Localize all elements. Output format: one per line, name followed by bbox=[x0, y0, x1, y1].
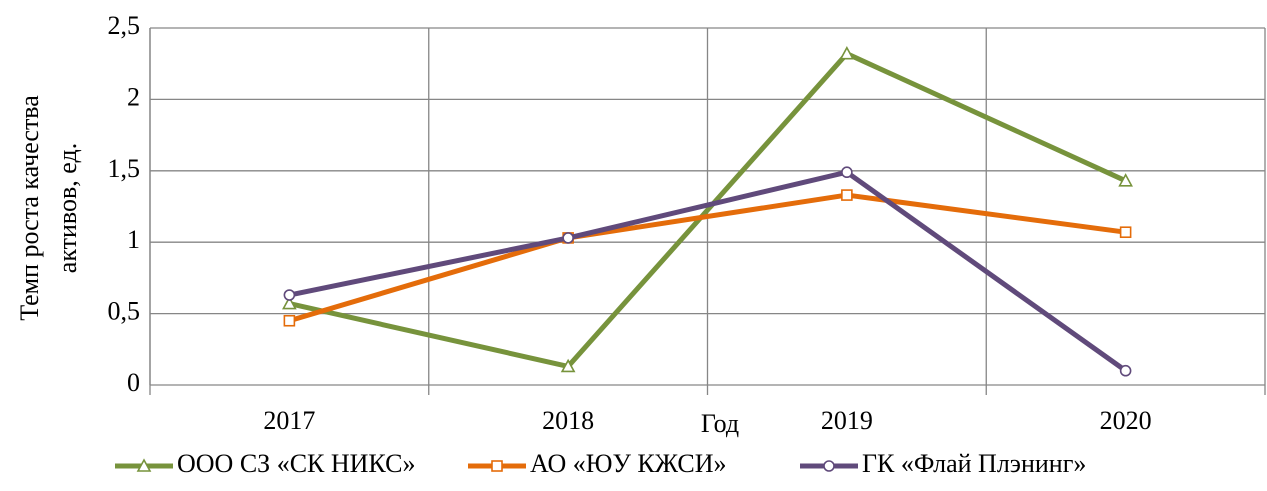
y-tick-label: 0 bbox=[127, 368, 140, 397]
y-tick-label: 1,5 bbox=[108, 154, 141, 183]
legend-label: ООО СЗ «СК НИКС» bbox=[177, 449, 415, 478]
x-tick-label: 2017 bbox=[263, 406, 315, 435]
marker bbox=[839, 46, 855, 60]
marker bbox=[1119, 364, 1132, 377]
marker bbox=[562, 232, 574, 244]
y-axis-label: Темп роста качества bbox=[15, 95, 44, 321]
marker bbox=[1119, 226, 1132, 239]
x-axis-label: Год bbox=[701, 409, 739, 438]
series-line bbox=[288, 192, 1126, 324]
y-axis-label: активов, ед. bbox=[53, 143, 82, 273]
marker bbox=[491, 460, 503, 472]
x-tick-label: 2020 bbox=[1100, 406, 1152, 435]
marker bbox=[283, 314, 296, 327]
marker bbox=[136, 458, 152, 472]
marker bbox=[1118, 173, 1133, 187]
legend-label: АО «ЮУ КЖСИ» bbox=[530, 449, 727, 478]
series-line bbox=[288, 51, 1127, 369]
marker bbox=[841, 189, 853, 201]
series-line bbox=[288, 169, 1128, 373]
marker bbox=[841, 166, 853, 179]
y-tick-label: 2 bbox=[127, 82, 140, 111]
marker bbox=[282, 295, 297, 310]
x-tick-label: 2018 bbox=[542, 406, 594, 435]
y-tick-label: 0,5 bbox=[108, 297, 141, 326]
marker bbox=[823, 460, 835, 472]
marker bbox=[560, 358, 576, 373]
y-tick-label: 1 bbox=[127, 225, 140, 254]
marker bbox=[283, 289, 296, 301]
legend-label: ГК «Флай Плэнинг» bbox=[862, 449, 1086, 478]
x-tick-label: 2019 bbox=[821, 406, 873, 435]
y-tick-label: 2,5 bbox=[108, 11, 141, 40]
